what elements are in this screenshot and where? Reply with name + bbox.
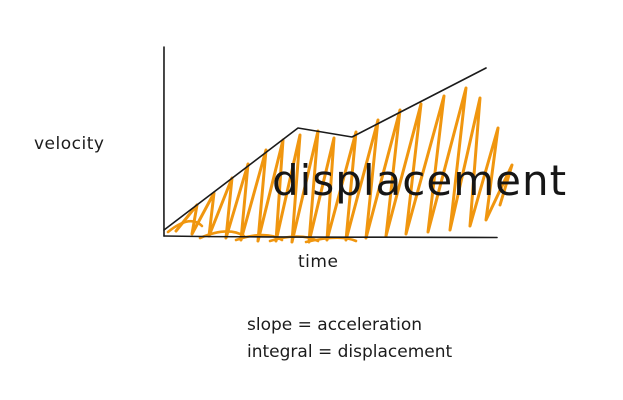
x-axis-label: time: [298, 252, 339, 272]
x-axis-line: [163, 235, 498, 239]
notes: slope = acceleration integral = displace…: [247, 312, 452, 366]
y-axis-label: velocity: [34, 134, 105, 154]
scribble-stroke: [174, 86, 514, 244]
area-label: displacement: [272, 156, 568, 205]
note-integral: integral = displacement: [247, 342, 453, 362]
velocity-curve: [163, 67, 487, 231]
note-slope: slope = acceleration: [247, 315, 423, 335]
scribble-loop: [166, 219, 204, 234]
